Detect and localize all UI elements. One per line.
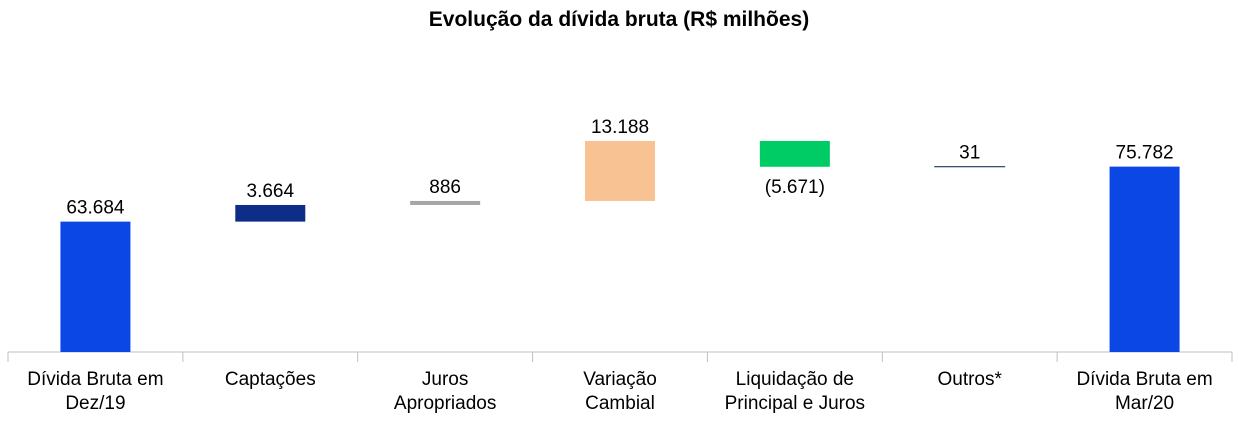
bar	[585, 140, 655, 201]
x-tick-label: Outros*	[937, 369, 1002, 390]
value-label: 3.664	[247, 181, 295, 202]
x-tick-label: Captações	[224, 369, 316, 390]
value-label: 31	[959, 143, 980, 164]
value-label: 886	[429, 177, 461, 198]
x-tick-label: Dívida Bruta em Dez/19	[27, 369, 164, 414]
bar	[235, 204, 306, 222]
value-label: 13.188	[591, 117, 649, 138]
x-tick-label: Liquidação de Principal e Juros	[724, 369, 866, 414]
bar	[1109, 166, 1180, 352]
bar	[759, 140, 830, 167]
x-tick-label: Dívida Bruta em Mar/20	[1076, 369, 1213, 414]
x-tick-label: Juros Apropriados	[393, 369, 497, 414]
value-label: (5.671)	[765, 177, 825, 198]
value-label: 63.684	[66, 198, 125, 219]
x-tick-label: Variação Cambial	[583, 369, 657, 414]
value-label: 75.782	[1116, 143, 1174, 164]
chart-title: Evolução da dívida bruta (R$ milhões)	[429, 8, 809, 31]
bar	[410, 200, 481, 205]
bar	[60, 221, 131, 352]
